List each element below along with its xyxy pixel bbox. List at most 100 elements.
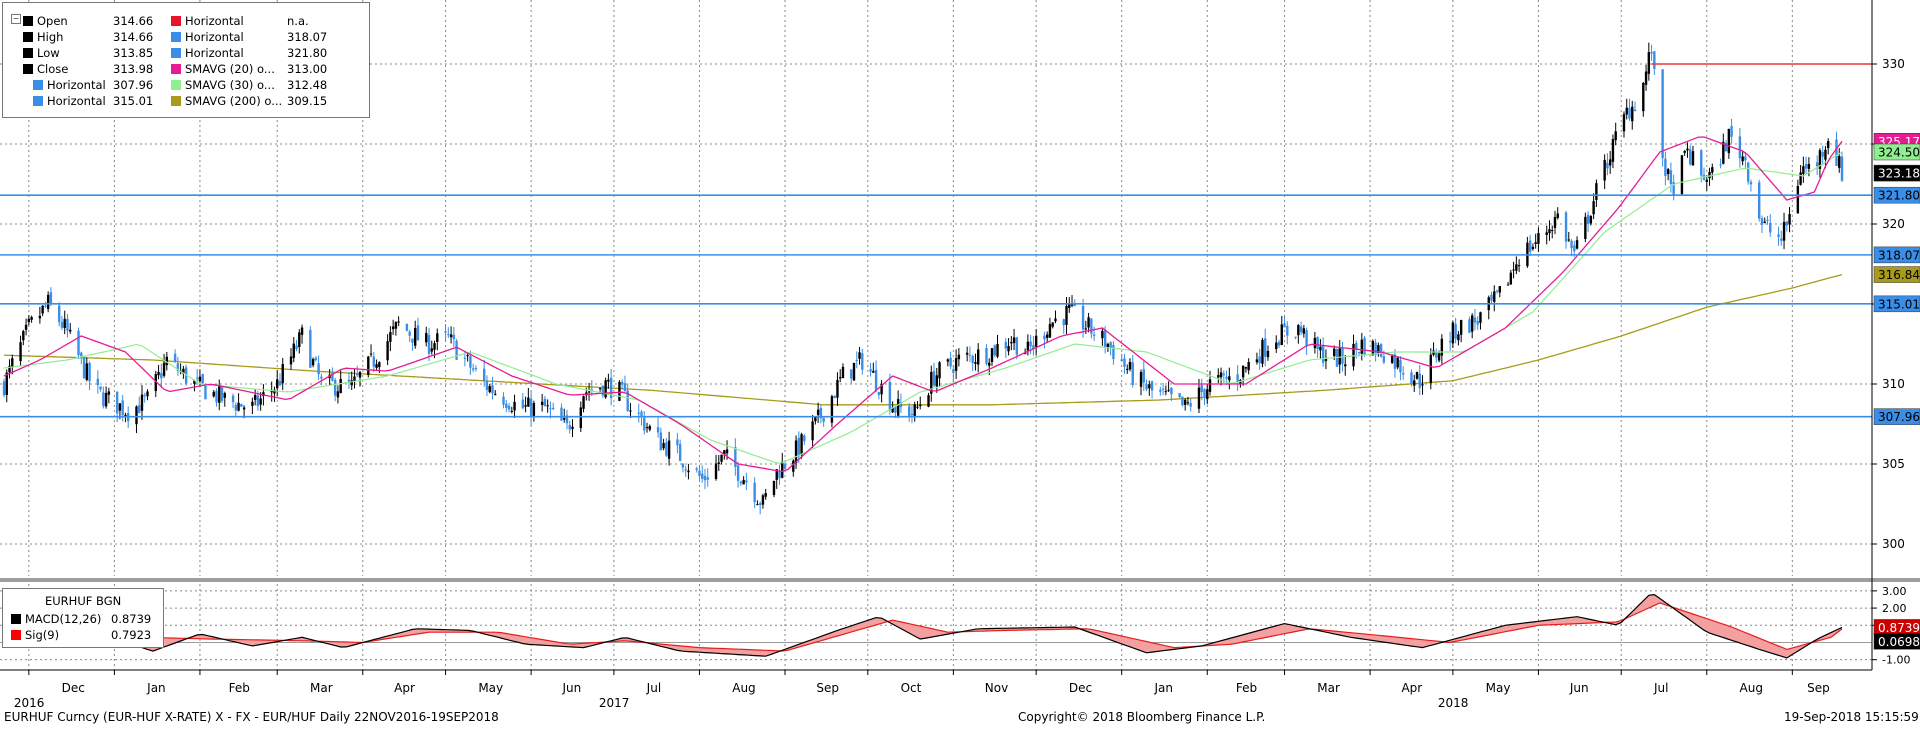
legend-entry-value: 309.15 <box>287 94 328 108</box>
sma30-line <box>3 151 1843 464</box>
candle-body <box>1749 181 1753 185</box>
candle-body <box>932 371 936 386</box>
year-label: 2016 <box>14 696 45 710</box>
candle-body <box>874 369 878 391</box>
candle-body <box>1371 340 1375 356</box>
candle-body <box>579 407 582 428</box>
candle-body <box>1313 337 1317 349</box>
candle-body <box>430 348 433 352</box>
candle-body <box>521 399 525 409</box>
candle-body <box>82 356 86 379</box>
candle-body <box>565 415 569 424</box>
candle-body <box>1440 338 1444 356</box>
candle-body <box>988 362 991 366</box>
candle-body <box>993 345 996 356</box>
candle-body <box>549 408 552 410</box>
candle-body <box>629 410 632 412</box>
candle-body <box>640 411 643 417</box>
candle-body <box>1012 337 1016 344</box>
footer-security-info: EURHUF Curncy (EUR-HUF X-RATE) X - FX - … <box>4 710 499 724</box>
candle-body <box>162 362 166 376</box>
candle-body <box>251 401 254 406</box>
candle-body <box>1203 389 1206 398</box>
candle-body <box>436 333 439 342</box>
main-grid <box>0 0 1920 582</box>
candle-body <box>259 398 262 405</box>
candle-body <box>587 391 591 393</box>
candle-body <box>80 352 83 357</box>
candle-body <box>1355 342 1358 350</box>
candle-body <box>1838 156 1841 168</box>
candle-body <box>1451 322 1455 344</box>
candle-body <box>452 334 456 340</box>
candle-body <box>648 426 651 430</box>
candle-body <box>637 412 640 414</box>
candle-body <box>976 349 980 365</box>
candle-body <box>182 368 185 374</box>
legend-collapse-icon[interactable]: − <box>11 14 21 24</box>
candle-body <box>540 401 544 406</box>
candle-body <box>1023 353 1027 355</box>
candle-body <box>734 447 737 467</box>
candle-body <box>1760 218 1764 225</box>
candle-body <box>792 460 795 472</box>
candle-body <box>985 348 988 364</box>
macd-legend-entry-value: 0.7923 <box>111 628 152 642</box>
candle-body <box>69 329 72 332</box>
candle-body <box>30 317 33 320</box>
candle-body <box>1769 222 1772 233</box>
candle-body <box>1275 342 1278 349</box>
candle-body <box>919 404 922 406</box>
legend-entry-name: Horizontal <box>185 30 244 44</box>
candle-body <box>1608 159 1612 166</box>
price-tag-bg <box>1873 164 1920 182</box>
month-label: Jun <box>1569 681 1589 695</box>
candle-body <box>1026 341 1030 351</box>
candle-body <box>852 362 856 381</box>
candle-body <box>1319 346 1322 351</box>
candle-body <box>1528 240 1532 252</box>
month-label: Aug <box>732 681 755 695</box>
price-tags-layer: 325.17324.50323.18321.80318.07316.84315.… <box>1873 133 1920 650</box>
macd-price-tag: 0.8739 <box>1878 621 1920 635</box>
candle-body <box>560 407 563 421</box>
month-label: Dec <box>1069 681 1092 695</box>
candle-body <box>1294 336 1297 338</box>
candle-body <box>220 386 224 401</box>
candle-body <box>38 315 42 319</box>
candle-body <box>1109 342 1112 348</box>
macd-legend-entry-name: MACD(12,26) <box>25 612 102 626</box>
candle-body <box>96 378 100 385</box>
candle-body <box>841 366 845 379</box>
candle-body <box>262 392 265 397</box>
candle-body <box>215 390 218 403</box>
candle-body <box>659 432 663 451</box>
candle-body <box>88 362 91 382</box>
candle-body <box>474 368 478 370</box>
month-label: Sep <box>816 681 839 695</box>
candle-body <box>1711 167 1714 173</box>
candle-body <box>814 416 817 422</box>
candle-body <box>1360 339 1364 354</box>
candle-body <box>1090 318 1093 334</box>
candle-body <box>1178 393 1181 398</box>
candle-body <box>1824 149 1827 160</box>
candle-body <box>957 354 961 360</box>
candle-body <box>485 380 489 390</box>
candle-body <box>408 331 411 336</box>
candle-body <box>104 392 108 407</box>
legend-swatch <box>171 64 181 74</box>
candle-body <box>1183 399 1187 405</box>
candle-body <box>643 417 646 431</box>
candle-body <box>714 463 718 479</box>
legend-entry-name: Horizontal <box>185 46 244 60</box>
candle-body <box>63 318 66 329</box>
candle-body <box>968 354 972 356</box>
candle-body <box>626 390 629 411</box>
candle-body <box>590 389 594 391</box>
candle-body <box>527 397 530 407</box>
candle-body <box>1782 222 1786 241</box>
month-label: May <box>478 681 503 695</box>
candle-body <box>358 372 362 378</box>
candle-body <box>333 379 337 396</box>
